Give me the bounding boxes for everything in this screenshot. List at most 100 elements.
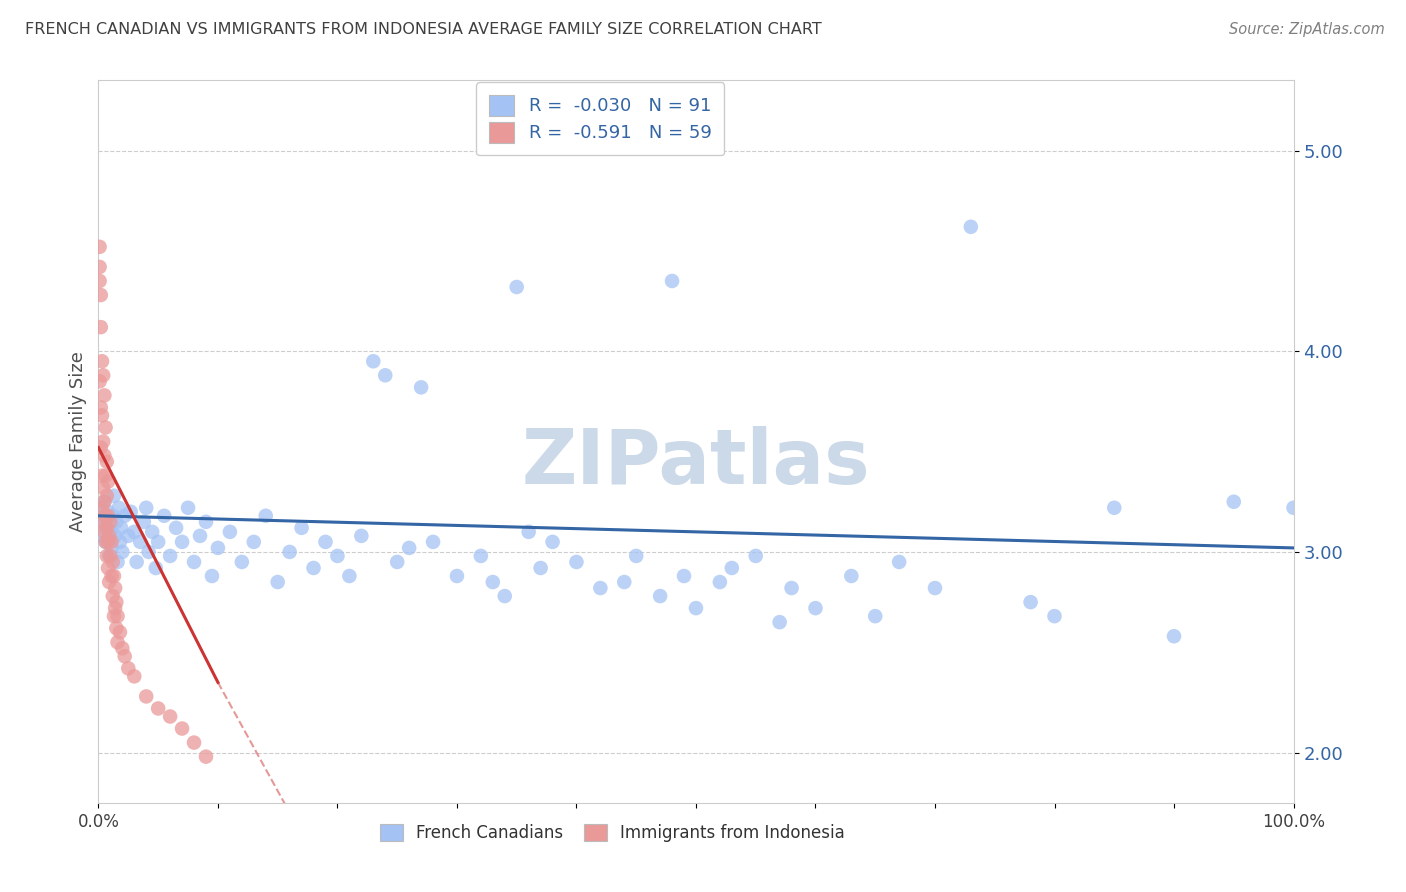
Point	[105, 621, 128, 635]
Point	[350, 529, 373, 543]
Point	[172, 722, 194, 736]
Point	[89, 274, 111, 288]
Point	[103, 609, 125, 624]
Point	[93, 449, 115, 463]
Point	[98, 515, 122, 529]
Point	[195, 515, 218, 529]
Point	[93, 494, 115, 508]
Point	[267, 574, 290, 589]
Point	[278, 545, 301, 559]
Point	[96, 454, 118, 468]
Point	[165, 521, 187, 535]
Point	[117, 529, 139, 543]
Point	[90, 288, 112, 302]
Point	[90, 401, 112, 415]
Point	[110, 521, 132, 535]
Point	[107, 609, 129, 624]
Point	[108, 534, 131, 549]
Point	[148, 534, 170, 549]
Point	[97, 561, 120, 575]
Point	[114, 649, 136, 664]
Point	[98, 549, 122, 563]
Point	[865, 609, 887, 624]
Point	[177, 500, 200, 515]
Point	[841, 569, 863, 583]
Point	[93, 524, 115, 539]
Point	[145, 561, 167, 575]
Point	[138, 545, 160, 559]
Point	[291, 521, 314, 535]
Point	[1223, 494, 1246, 508]
Point	[1019, 595, 1042, 609]
Point	[98, 524, 122, 539]
Point	[96, 521, 118, 535]
Point	[104, 529, 127, 543]
Point	[446, 569, 468, 583]
Point	[685, 601, 707, 615]
Point	[91, 409, 114, 423]
Point	[207, 541, 229, 555]
Text: ZIPatlas: ZIPatlas	[522, 426, 870, 500]
Point	[89, 500, 111, 515]
Point	[96, 521, 118, 535]
Point	[100, 569, 122, 583]
Point	[172, 534, 194, 549]
Point	[541, 534, 564, 549]
Point	[98, 529, 121, 543]
Point	[565, 555, 588, 569]
Point	[135, 500, 157, 515]
Point	[673, 569, 696, 583]
Point	[363, 354, 385, 368]
Point	[141, 524, 163, 539]
Point	[780, 581, 803, 595]
Point	[91, 434, 114, 449]
Point	[517, 524, 540, 539]
Point	[1043, 609, 1066, 624]
Point	[93, 494, 115, 508]
Y-axis label: Average Family Size: Average Family Size	[69, 351, 87, 532]
Point	[183, 735, 205, 749]
Point	[91, 354, 114, 368]
Point	[103, 489, 125, 503]
Point	[105, 595, 128, 609]
Point	[94, 534, 117, 549]
Point	[159, 709, 181, 723]
Point	[326, 549, 349, 563]
Point	[97, 505, 120, 519]
Point	[1104, 500, 1126, 515]
Point	[374, 368, 396, 383]
Point	[648, 589, 672, 603]
Point	[101, 555, 124, 569]
Point	[889, 555, 911, 569]
Point	[90, 515, 112, 529]
Point	[96, 489, 118, 503]
Point	[120, 505, 142, 519]
Point	[98, 574, 121, 589]
Point	[924, 581, 946, 595]
Point	[94, 534, 117, 549]
Point	[132, 515, 155, 529]
Point	[470, 549, 492, 563]
Point	[101, 589, 124, 603]
Point	[91, 368, 114, 383]
Point	[721, 561, 744, 575]
Point	[188, 529, 211, 543]
Point	[100, 541, 122, 555]
Point	[385, 555, 409, 569]
Point	[105, 515, 128, 529]
Point	[661, 274, 683, 288]
Point	[93, 388, 115, 402]
Point	[91, 500, 114, 515]
Point	[494, 589, 516, 603]
Point	[129, 534, 152, 549]
Point	[107, 635, 129, 649]
Point	[89, 260, 111, 274]
Point	[97, 475, 120, 489]
Text: Source: ZipAtlas.com: Source: ZipAtlas.com	[1229, 22, 1385, 37]
Point	[94, 508, 117, 523]
Point	[481, 574, 505, 589]
Point	[745, 549, 768, 563]
Point	[125, 555, 148, 569]
Point	[91, 515, 114, 529]
Point	[530, 561, 553, 575]
